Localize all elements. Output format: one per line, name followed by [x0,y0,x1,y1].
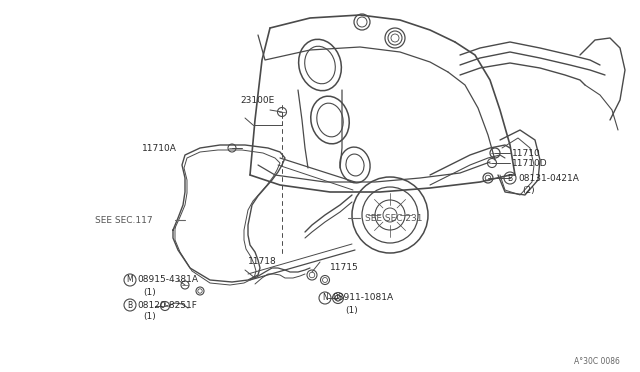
Text: 08911-1081A: 08911-1081A [332,294,393,302]
Text: M: M [127,276,133,285]
Text: A°30C 0086: A°30C 0086 [574,357,620,366]
Text: 08131-0421A: 08131-0421A [518,173,579,183]
Text: SEE SEC.117: SEE SEC.117 [95,215,152,224]
Text: B: B [127,301,132,310]
Text: 11710A: 11710A [142,144,177,153]
Text: (2): (2) [522,186,534,195]
Text: 11710D: 11710D [512,158,548,167]
Text: 23100E: 23100E [240,96,275,105]
Text: B: B [508,173,513,183]
Text: (1): (1) [143,288,156,296]
Text: 11715: 11715 [330,263,359,273]
Text: 08915-4381A: 08915-4381A [137,276,198,285]
Text: 08120-8251F: 08120-8251F [137,301,197,310]
Text: 11718: 11718 [248,257,276,266]
Text: (1): (1) [143,311,156,321]
Text: SEE SEC.231: SEE SEC.231 [365,214,422,222]
Text: (1): (1) [345,305,358,314]
Text: N: N [322,294,328,302]
Text: 11710: 11710 [512,148,541,157]
